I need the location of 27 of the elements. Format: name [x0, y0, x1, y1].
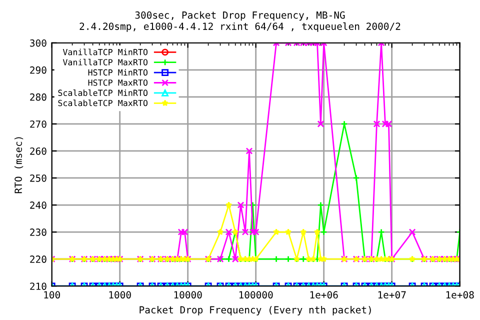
y-tick-label: 230 — [30, 228, 46, 236]
legend-label: VanillaTCP MinRTO — [62, 48, 148, 56]
y-axis-title: RTO (msec) — [14, 137, 24, 194]
y-tick-label: 260 — [30, 147, 46, 155]
x-tick-label: 100 — [44, 291, 60, 299]
chart-subtitle: 2.4.20smp, e1000-4.4.12 rxint 64/64 , txqueuelen 2000/2 — [80, 22, 400, 32]
legend-label: HSTCP MaxRTO — [88, 79, 148, 86]
x-tick-label: 1e+07 — [378, 291, 406, 299]
x-axis-title: Packet Drop Frequency (Every nth packet) — [140, 306, 371, 316]
x-tick-label: 1e+06 — [310, 291, 338, 299]
y-tick-label: 270 — [30, 120, 46, 128]
legend-label: VanillaTCP MaxRTO — [62, 58, 148, 66]
x-tick-label: 1e+08 — [446, 291, 474, 299]
legend-label: ScalableTCP MaxRTO — [58, 100, 148, 106]
y-tick-label: 250 — [30, 174, 46, 182]
y-tick-label: 280 — [30, 93, 46, 101]
y-tick-label: 290 — [30, 66, 46, 74]
y-tick-label: 220 — [30, 256, 46, 263]
x-tick-label: 10000 — [174, 291, 202, 299]
y-tick-label: 210 — [30, 282, 46, 290]
x-tick-label: 1000 — [109, 291, 131, 299]
y-tick-label: 300 — [30, 39, 46, 47]
legend-label: HSTCP MinRTO — [88, 69, 148, 76]
x-tick-label: 100000 — [239, 291, 273, 299]
legend-label: ScalableTCP MinRTO — [58, 89, 148, 96]
y-tick-label: 240 — [30, 202, 46, 209]
chart-title: 300sec, Packet Drop Frequency, MB-NG — [135, 11, 345, 21]
